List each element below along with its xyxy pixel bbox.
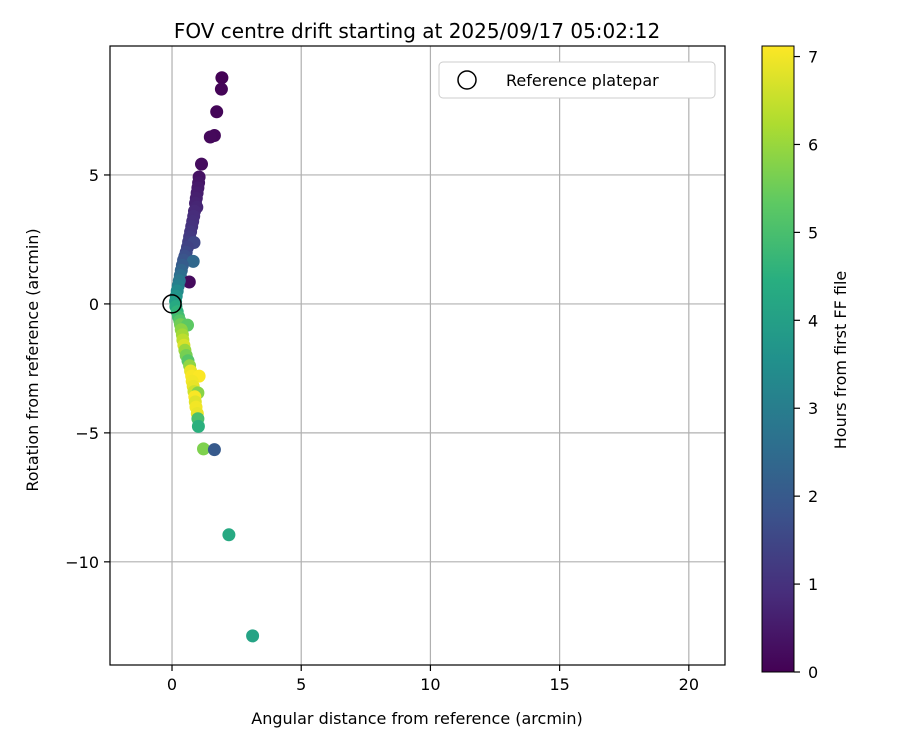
x-axis-ticks: 0 5 10 15 20 bbox=[167, 665, 699, 694]
legend: Reference platepar bbox=[438, 61, 716, 99]
scatter-point bbox=[222, 528, 236, 542]
scatter-point bbox=[246, 629, 260, 643]
colorbar-gradient bbox=[761, 45, 795, 673]
y-axis-label: Rotation from reference (arcmin) bbox=[23, 228, 42, 491]
scatter-point bbox=[215, 71, 229, 85]
scatter-point bbox=[186, 254, 200, 268]
y-tick-label: 5 bbox=[89, 166, 99, 185]
colorbar-tick-label: 7 bbox=[808, 48, 818, 67]
y-tick-label: 0 bbox=[89, 295, 99, 314]
colorbar-tick-label: 1 bbox=[808, 575, 818, 594]
colorbar: 0 1 2 3 4 5 6 7 Hours from first FF file bbox=[761, 45, 850, 682]
x-tick-label: 5 bbox=[296, 675, 306, 694]
grid-lines bbox=[110, 46, 725, 665]
colorbar-tick-label: 0 bbox=[808, 663, 818, 682]
reference-platepar-marker bbox=[162, 294, 182, 314]
colorbar-tick-label: 6 bbox=[808, 135, 818, 154]
scatter-point bbox=[210, 105, 224, 119]
x-axis-label: Angular distance from reference (arcmin) bbox=[251, 709, 582, 728]
colorbar-tick-label: 2 bbox=[808, 487, 818, 506]
scatter-point bbox=[203, 130, 217, 144]
scatter-point bbox=[191, 419, 205, 433]
plot-frame bbox=[109, 45, 726, 666]
colorbar-tick-label: 5 bbox=[808, 223, 818, 242]
x-tick-label: 0 bbox=[167, 675, 177, 694]
colorbar-ticks: 0 1 2 3 4 5 6 7 bbox=[794, 48, 818, 682]
scatter-point bbox=[197, 442, 210, 456]
colorbar-label: Hours from first FF file bbox=[831, 271, 850, 450]
reference-marker-layer bbox=[162, 294, 182, 314]
y-tick-label: −10 bbox=[65, 553, 99, 572]
x-tick-label: 20 bbox=[679, 675, 699, 694]
scatter-point bbox=[207, 443, 221, 457]
y-tick-label: −5 bbox=[75, 424, 99, 443]
plot-area bbox=[110, 46, 725, 665]
scatter-points bbox=[169, 71, 260, 643]
chart-title: FOV centre drift starting at 2025/09/17 … bbox=[174, 19, 660, 43]
colorbar-tick-label: 3 bbox=[808, 399, 818, 418]
legend-reference-icon bbox=[457, 70, 477, 90]
y-axis-ticks: −10 −5 0 5 bbox=[65, 166, 110, 572]
x-tick-label: 10 bbox=[420, 675, 440, 694]
colorbar-tick-label: 4 bbox=[808, 311, 818, 330]
x-tick-label: 15 bbox=[549, 675, 569, 694]
scatter-point bbox=[214, 82, 228, 96]
scatter-point bbox=[195, 157, 208, 171]
legend-box bbox=[438, 61, 716, 99]
scatter-point bbox=[182, 275, 196, 289]
legend-entry-label: Reference platepar bbox=[506, 71, 659, 90]
